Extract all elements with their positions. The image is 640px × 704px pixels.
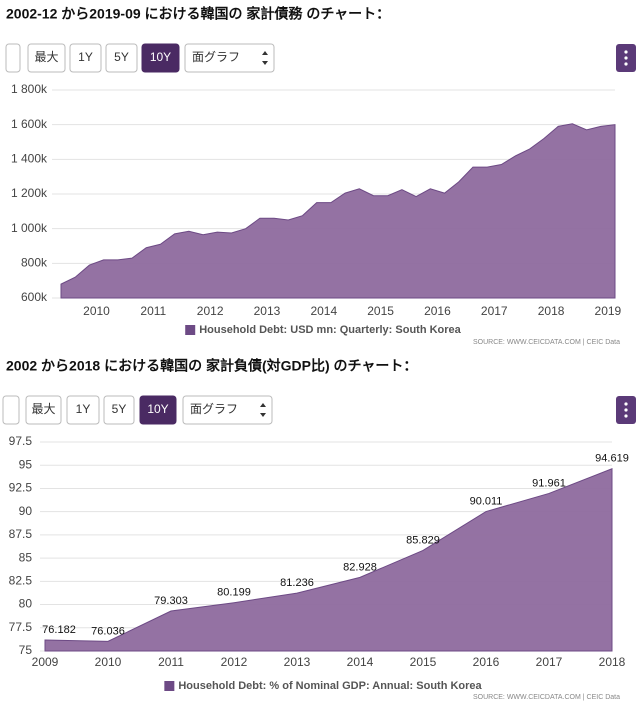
x-tick-label: 2010 (95, 655, 122, 669)
range-button[interactable] (25, 395, 62, 425)
legend-swatch (185, 325, 196, 335)
menu-dot (624, 402, 628, 406)
data-label: 91.961 (532, 477, 566, 489)
range-button[interactable] (66, 395, 100, 425)
range-button-label: 1Y (76, 402, 91, 416)
y-tick-label: 1 400k (11, 152, 48, 166)
area (44, 468, 613, 652)
x-tick-label: 2012 (197, 304, 224, 318)
y-tick-label: 1 000k (11, 221, 48, 235)
y-tick-label: 95 (19, 457, 33, 471)
range-button[interactable] (69, 43, 102, 73)
y-tick-label: 1 600k (11, 117, 48, 131)
y-tick-label: 1 200k (11, 186, 48, 200)
y-tick-label: 92.5 (9, 481, 33, 495)
y-tick-label: 85 (19, 550, 33, 564)
range-button[interactable] (103, 395, 135, 425)
legend-label: Household Debt: USD mn: Quarterly: South… (199, 324, 461, 336)
x-tick-label: 2015 (367, 304, 394, 318)
empty-button[interactable] (5, 43, 21, 73)
area (60, 123, 616, 299)
x-tick-label: 2019 (595, 304, 622, 318)
legend-swatch (164, 681, 175, 691)
menu-dot (624, 414, 628, 418)
range-button-label: 1Y (78, 50, 93, 64)
chart-type-select[interactable] (182, 395, 273, 425)
data-label: 94.619 (595, 453, 629, 465)
empty-button[interactable] (2, 395, 20, 425)
data-label: 90.011 (470, 495, 503, 507)
select-arrows (260, 403, 266, 417)
menu-dot (624, 408, 628, 412)
chart-heading: 2002 から2018 における韓国の 家計負債(対GDP比) のチャート： (6, 358, 417, 374)
y-tick-label: 600k (21, 290, 48, 304)
range-button-label: 5Y (112, 402, 127, 416)
data-label: 76.182 (42, 624, 76, 636)
x-tick-label: 2018 (538, 304, 565, 318)
chart-type-select-label: 面グラフ (192, 50, 240, 64)
y-tick-label: 1 800k (11, 82, 48, 96)
x-tick-label: 2016 (473, 655, 500, 669)
x-tick-label: 2013 (284, 655, 311, 669)
data-label: 82.928 (343, 561, 377, 573)
y-tick-label: 82.5 (9, 574, 33, 588)
x-tick-label: 2013 (254, 304, 281, 318)
x-tick-label: 2018 (599, 655, 626, 669)
x-tick-label: 2009 (32, 655, 59, 669)
legend-label: Household Debt: % of Nominal GDP: Annual… (178, 680, 482, 692)
x-tick-label: 2011 (140, 304, 166, 318)
select-arrows (262, 51, 268, 65)
menu-dot (624, 50, 628, 54)
y-tick-label: 80 (19, 597, 33, 611)
menu-dot (624, 62, 628, 66)
data-label: 80.199 (217, 587, 251, 599)
chart-type-select[interactable] (184, 43, 275, 73)
x-tick-label: 2014 (310, 304, 337, 318)
source-note: SOURCE: WWW.CEICDATA.COM | CEIC Data (473, 694, 620, 701)
data-label: 79.303 (154, 595, 188, 607)
range-button[interactable] (105, 43, 138, 73)
x-tick-label: 2014 (347, 655, 374, 669)
x-tick-label: 2010 (83, 304, 110, 318)
chart-heading: 2002-12 から2019-09 における韓国の 家計債務 のチャート： (6, 6, 390, 22)
range-button[interactable] (139, 395, 177, 425)
source-note: SOURCE: WWW.CEICDATA.COM | CEIC Data (473, 339, 620, 346)
range-button-label: 最大 (31, 402, 55, 416)
y-tick-label: 97.5 (9, 434, 33, 448)
x-tick-label: 2016 (424, 304, 451, 318)
y-tick-label: 77.5 (9, 620, 33, 634)
x-tick-label: 2017 (536, 655, 563, 669)
y-tick-label: 800k (21, 256, 48, 270)
x-tick-label: 2017 (481, 304, 508, 318)
range-button[interactable] (27, 43, 66, 73)
data-label: 76.036 (91, 625, 125, 637)
y-tick-label: 90 (19, 504, 33, 518)
y-tick-label: 87.5 (9, 527, 33, 541)
data-label: 85.829 (406, 534, 440, 546)
y-tick-label: 75 (19, 643, 33, 657)
data-label: 81.236 (280, 577, 314, 589)
range-button-label: 10Y (150, 50, 171, 64)
range-button-label: 5Y (114, 50, 129, 64)
x-tick-label: 2015 (410, 655, 437, 669)
range-button-label: 最大 (34, 50, 58, 64)
range-button-label: 10Y (147, 402, 168, 416)
chart-type-select-label: 面グラフ (190, 402, 238, 416)
menu-dot (624, 56, 628, 60)
x-tick-label: 2011 (158, 655, 184, 669)
range-button[interactable] (141, 43, 180, 73)
x-tick-label: 2012 (221, 655, 248, 669)
